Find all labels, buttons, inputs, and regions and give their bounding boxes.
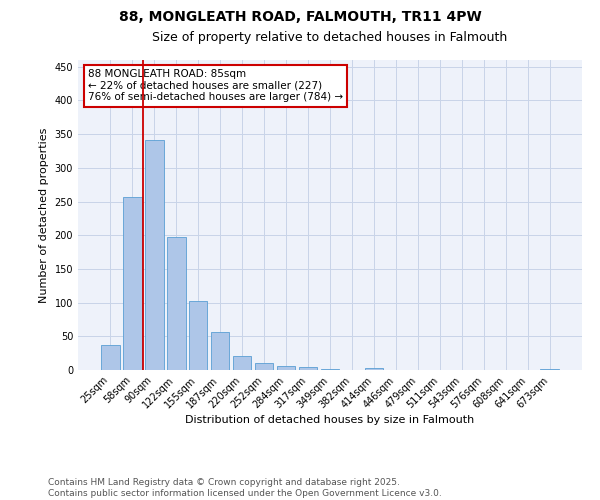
Bar (255, 362, 274, 370)
Bar (145, 140, 164, 370)
Bar (541, 368, 559, 370)
Y-axis label: Number of detached properties: Number of detached properties (39, 128, 49, 302)
Text: 88 MONGLEATH ROAD: 85sqm
← 22% of detached houses are smaller (227)
76% of semi-: 88 MONGLEATH ROAD: 85sqm ← 22% of detach… (88, 70, 343, 102)
Bar (233, 356, 251, 370)
X-axis label: Distribution of detached houses by size in Falmouth: Distribution of detached houses by size … (185, 416, 475, 426)
Bar (299, 368, 317, 370)
Bar (123, 198, 142, 370)
Bar (211, 332, 229, 370)
Text: Contains HM Land Registry data © Crown copyright and database right 2025.
Contai: Contains HM Land Registry data © Crown c… (48, 478, 442, 498)
Bar (167, 237, 185, 370)
Bar (189, 302, 208, 370)
Text: 88, MONGLEATH ROAD, FALMOUTH, TR11 4PW: 88, MONGLEATH ROAD, FALMOUTH, TR11 4PW (119, 10, 481, 24)
Bar (365, 368, 383, 370)
Bar (101, 345, 119, 370)
Bar (277, 366, 295, 370)
Title: Size of property relative to detached houses in Falmouth: Size of property relative to detached ho… (152, 30, 508, 44)
Bar (320, 368, 340, 370)
